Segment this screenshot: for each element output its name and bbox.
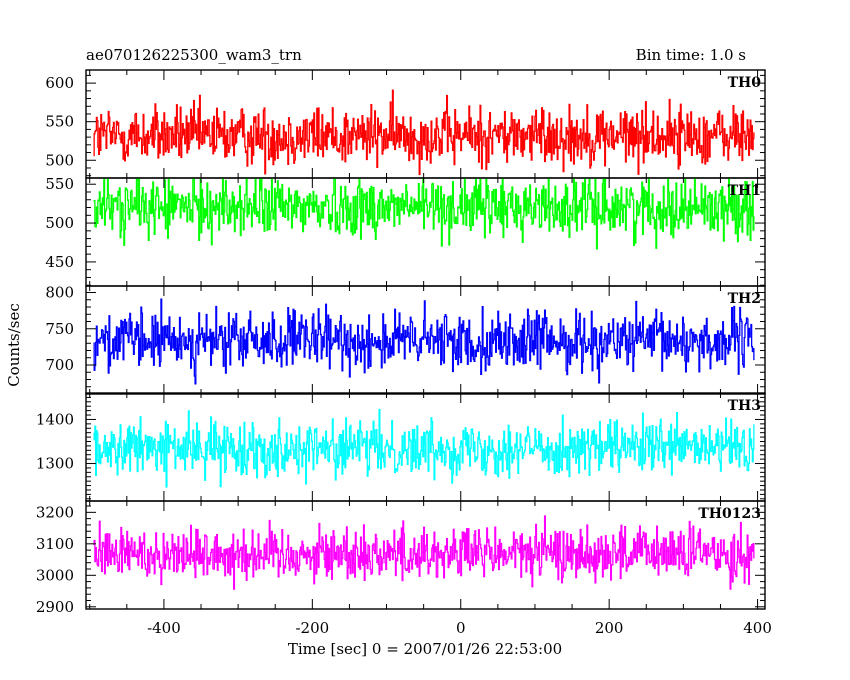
y-tick-label: 800 <box>45 284 74 302</box>
x-tick-label: 0 <box>456 619 466 637</box>
x-tick-label: 400 <box>743 619 772 637</box>
y-axis-label: Counts/sec <box>5 303 23 387</box>
y-tick-label: 3000 <box>36 566 74 584</box>
panel-label-th0123: TH0123 <box>698 506 761 522</box>
x-tick-label: 200 <box>595 619 624 637</box>
y-tick-label: 500 <box>45 151 74 169</box>
x-axis: -400 -200 0 200 400 <box>147 619 772 637</box>
chart-title: ae070126225300_wam3_trn <box>86 46 302 64</box>
series-line-th2 <box>93 298 755 385</box>
y-tick-label: 750 <box>45 320 74 338</box>
panel-th0: 500 550 600 TH0 <box>45 69 766 179</box>
x-axis-label: Time [sec] 0 = 2007/01/26 22:53:00 <box>288 640 562 658</box>
panel-th2: 700 750 800 TH2 <box>45 284 766 395</box>
y-tick-label: 700 <box>45 356 74 374</box>
y-tick-label: 3100 <box>36 535 74 553</box>
panel-label-th3: TH3 <box>728 398 761 414</box>
series-line-th0 <box>93 89 755 176</box>
x-tick-label: -200 <box>295 619 329 637</box>
y-tick-label: 1300 <box>36 455 74 473</box>
panels-group: 500 550 600 TH0 450 500 550 TH1 700 750 800 TH2 1300… <box>36 69 766 616</box>
y-tick-label: 550 <box>45 113 74 131</box>
series-line-th1 <box>93 178 755 250</box>
panel-frame <box>85 500 766 610</box>
y-tick-label: 1400 <box>36 410 74 428</box>
bin-time-label: Bin time: 1.0 s <box>636 46 746 64</box>
series-line-th0123 <box>93 515 755 590</box>
y-tick-label: 550 <box>45 175 74 193</box>
panel-th0123: 2900 3000 3100 3200 TH0123 <box>36 500 766 616</box>
panel-label-th1: TH1 <box>728 183 761 199</box>
panel-label-th0: TH0 <box>728 75 762 91</box>
panel-th1: 450 500 550 TH1 <box>45 175 766 287</box>
panel-th3: 1300 1400 TH3 <box>36 392 766 502</box>
y-tick-label: 600 <box>45 74 74 92</box>
y-tick-label: 3200 <box>36 503 74 521</box>
panel-frame <box>85 285 766 395</box>
panel-label-th2: TH2 <box>728 291 761 307</box>
x-tick-label: -400 <box>147 619 181 637</box>
y-tick-label: 2900 <box>36 598 74 616</box>
series-line-th3 <box>93 408 755 488</box>
y-tick-label: 450 <box>45 253 74 271</box>
y-tick-label: 500 <box>45 214 74 232</box>
